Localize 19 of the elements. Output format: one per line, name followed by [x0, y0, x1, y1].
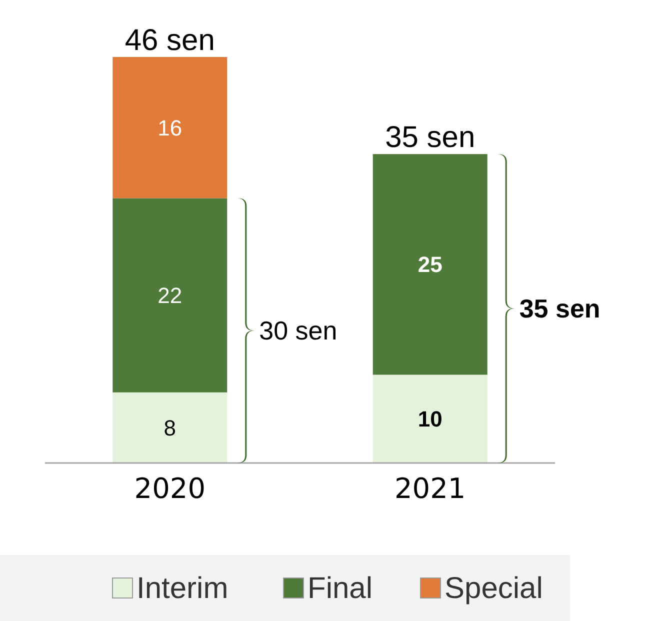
- bar: [372, 154, 488, 375]
- bar: [372, 374, 488, 463]
- bar: [112, 57, 228, 198]
- total-label: 35 sen: [385, 121, 476, 154]
- annotation: 30 sen: [259, 316, 338, 346]
- legend-label: Special: [444, 572, 543, 605]
- bar: [112, 392, 228, 463]
- bar: [112, 198, 228, 392]
- total-label: 46 sen: [124, 24, 215, 57]
- data-label: 22: [158, 283, 182, 308]
- x-tick-label: 2020: [134, 472, 206, 505]
- annotation: 35 sen: [519, 294, 600, 324]
- data-label: 10: [418, 406, 442, 432]
- legend-label: Interim: [136, 572, 228, 605]
- legend-label: Final: [308, 572, 373, 605]
- data-label: 16: [158, 115, 182, 140]
- data-label: 25: [418, 252, 442, 278]
- data-label: 8: [164, 415, 176, 440]
- x-tick-label: 2021: [394, 472, 466, 505]
